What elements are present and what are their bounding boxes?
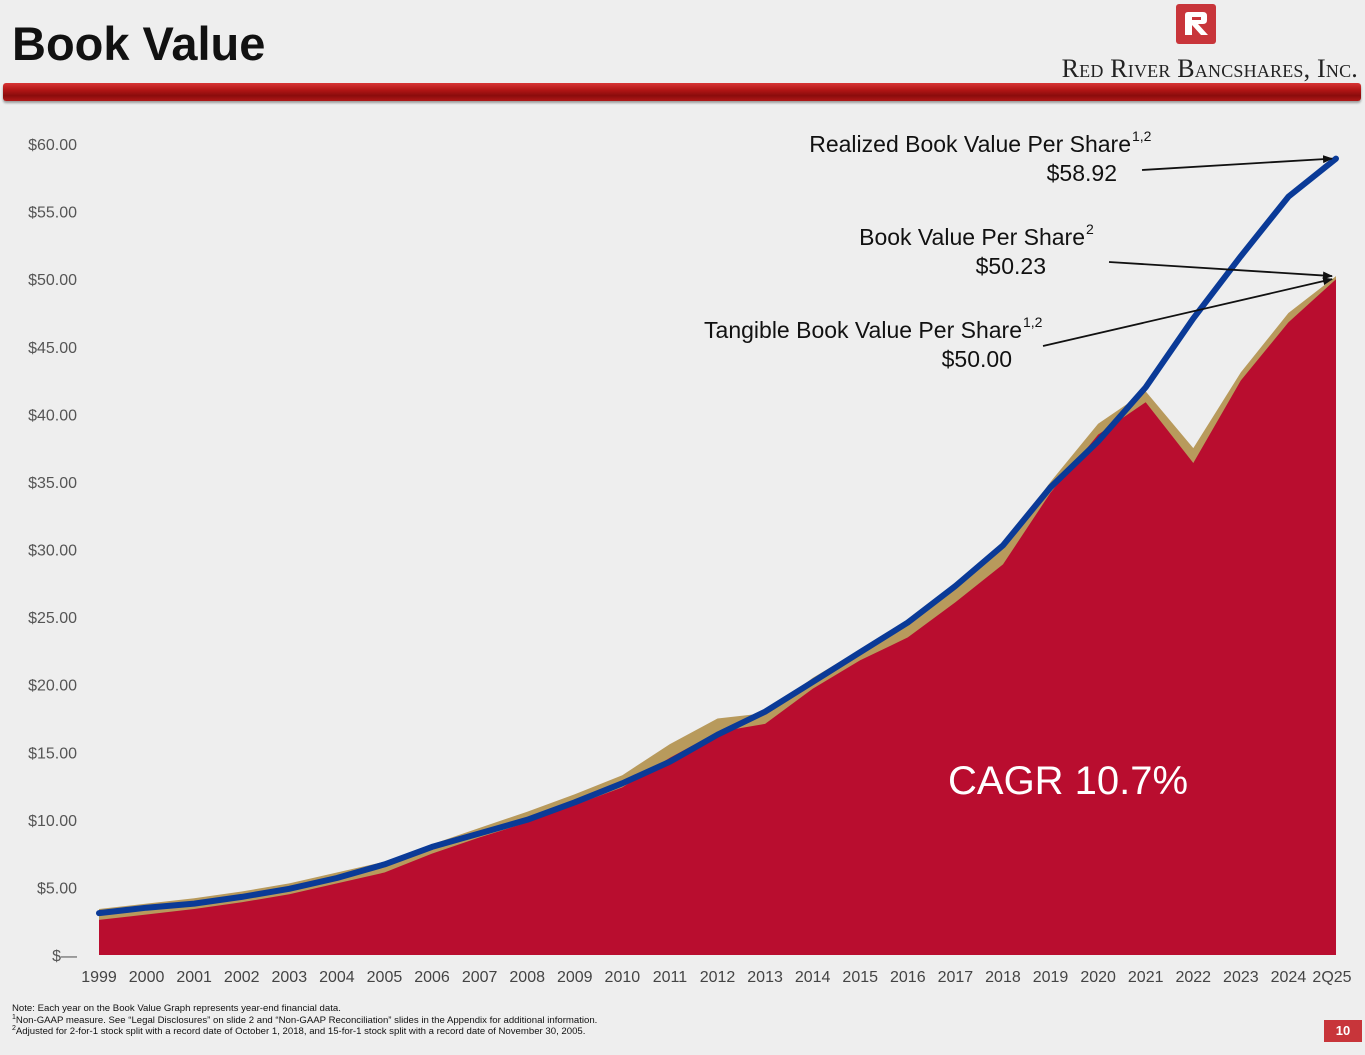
x-tick-label: 2004 <box>319 969 355 986</box>
footnote-1: 1Non-GAAP measure. See “Legal Disclosure… <box>12 1013 598 1027</box>
company-name: Red River Bancshares, Inc. <box>1061 54 1358 83</box>
annotation-arrow-book-value-per-share <box>1108 261 1333 280</box>
y-tick-label: $25.00 <box>28 610 77 627</box>
annotation-superscript-tangible-book-value-per-share: 1,2 <box>1023 314 1043 330</box>
annotation-arrow-realized-book-value-per-share <box>1141 155 1333 171</box>
y-tick-label: $35.00 <box>28 475 77 492</box>
y-tick-label: $50.00 <box>28 272 77 289</box>
x-axis: 1999 2000 2001 2002 2003 2004 2005 2006 2007 2008… <box>81 969 1351 986</box>
chart-areas <box>99 276 1336 956</box>
x-tick-label: 2008 <box>509 969 545 986</box>
x-tick-label: 2015 <box>842 969 878 986</box>
y-axis: $— $5.00 $10.00 $15.00 $20.00 $25.00 $30.00 $35… <box>28 137 77 965</box>
footnote-1-text: Non-GAAP measure. See “Legal Disclosures… <box>15 1014 598 1026</box>
footnote-2-marker: 2 <box>12 1024 16 1032</box>
y-tick-label: $— <box>52 948 77 965</box>
x-tick-label: 2001 <box>176 969 212 986</box>
y-tick-label: $10.00 <box>28 813 77 830</box>
x-tick-label: 1999 <box>81 969 117 986</box>
company-logo-icon <box>1176 4 1216 44</box>
x-tick-label: 2020 <box>1080 969 1116 986</box>
annotation-label-book-value-per-share: Book Value Per Share <box>859 224 1085 250</box>
x-tick-label: 2000 <box>129 969 165 986</box>
line-realized-book-value-per-share <box>96 155 1339 917</box>
y-tick-label: $15.00 <box>28 745 77 762</box>
y-tick-label: $60.00 <box>28 137 77 154</box>
footnote-2-text: Adjusted for 2-for-1 stock split with a … <box>15 1026 586 1037</box>
book-value-chart: $— $5.00 $10.00 $15.00 $20.00 $25.00 $30.00 $35… <box>28 128 1352 986</box>
x-tick-label: 2022 <box>1175 969 1211 986</box>
x-tick-label: 2018 <box>985 969 1021 986</box>
footnote-1-marker: 1 <box>12 1013 16 1021</box>
y-tick-label: $5.00 <box>37 880 77 897</box>
footnote-note: Note: Each year on the Book Value Graph … <box>12 1003 341 1014</box>
x-tick-label: 2009 <box>557 969 593 986</box>
x-tick-label: 2007 <box>462 969 498 986</box>
cagr-annotation: CAGR 10.7% <box>948 759 1188 803</box>
page-number: 10 <box>1324 1020 1362 1042</box>
footnotes: Note: Each year on the Book Value Graph … <box>12 1003 597 1038</box>
x-tick-label: 2012 <box>700 969 736 986</box>
x-tick-label: 2011 <box>653 969 688 986</box>
annotation-arrow-tangible-book-value-per-share <box>1042 277 1333 347</box>
annotation-label-tangible-book-value-per-share: Tangible Book Value Per Share <box>704 317 1022 343</box>
x-tick-label: 2002 <box>224 969 260 986</box>
annotation-label-realized-book-value-per-share: Realized Book Value Per Share <box>809 131 1131 157</box>
x-tick-label: 2003 <box>272 969 308 986</box>
header-divider-bar <box>3 83 1361 101</box>
x-tick-label: 2021 <box>1128 969 1164 986</box>
page-title: Book Value <box>12 17 266 70</box>
area-tangible-book-value-per-share <box>99 279 1336 955</box>
annotation-superscript-book-value-per-share: 2 <box>1086 221 1094 237</box>
annotation-superscript-realized-book-value-per-share: 1,2 <box>1132 128 1152 144</box>
annotation-value-realized-book-value-per-share: $58.92 <box>1047 160 1117 186</box>
chart-annotations: Book Value Per Share 2 $50.23 Tangible Book… <box>704 128 1333 372</box>
x-tick-label: 2Q25 <box>1312 969 1351 986</box>
x-tick-label: 2016 <box>890 969 926 986</box>
x-tick-label: 2014 <box>795 969 831 986</box>
x-tick-label: 2005 <box>367 969 403 986</box>
y-tick-label: $45.00 <box>28 340 77 357</box>
footnote-2: 2Adjusted for 2-for-1 stock split with a… <box>12 1024 597 1038</box>
x-tick-label: 2017 <box>938 969 974 986</box>
x-tick-label: 2023 <box>1223 969 1259 986</box>
annotation-value-tangible-book-value-per-share: $50.00 <box>942 346 1012 372</box>
x-tick-label: 2013 <box>747 969 783 986</box>
annotation-value-book-value-per-share: $50.23 <box>976 253 1046 279</box>
x-tick-label: 2006 <box>414 969 450 986</box>
y-tick-label: $40.00 <box>28 407 77 424</box>
y-tick-label: $55.00 <box>28 205 77 222</box>
y-tick-label: $20.00 <box>28 678 77 695</box>
x-tick-label: 2024 <box>1271 969 1307 986</box>
y-tick-label: $30.00 <box>28 543 77 560</box>
x-tick-label: 2010 <box>605 969 641 986</box>
chart-lines <box>96 155 1339 917</box>
x-tick-label: 2019 <box>1033 969 1069 986</box>
